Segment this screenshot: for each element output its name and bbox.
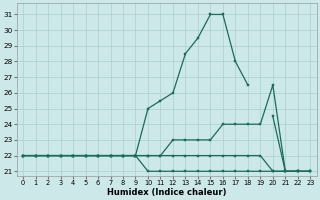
X-axis label: Humidex (Indice chaleur): Humidex (Indice chaleur): [107, 188, 227, 197]
